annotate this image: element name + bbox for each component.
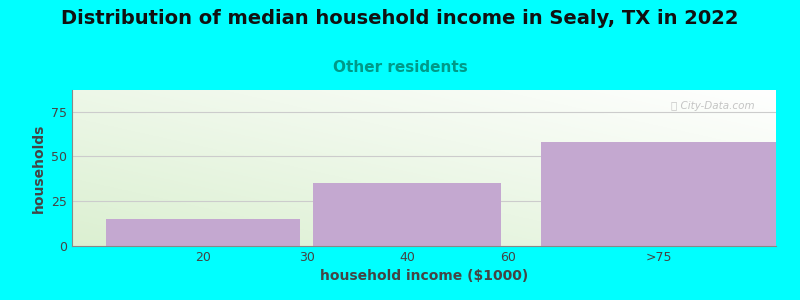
Text: Other residents: Other residents bbox=[333, 60, 467, 75]
X-axis label: household income ($1000): household income ($1000) bbox=[320, 269, 528, 284]
Bar bbox=[314, 183, 501, 246]
Text: Distribution of median household income in Sealy, TX in 2022: Distribution of median household income … bbox=[62, 9, 738, 28]
Bar bbox=[542, 142, 776, 246]
Text: Ⓢ City-Data.com: Ⓢ City-Data.com bbox=[671, 101, 755, 111]
Y-axis label: households: households bbox=[31, 123, 46, 213]
Bar bbox=[106, 219, 300, 246]
